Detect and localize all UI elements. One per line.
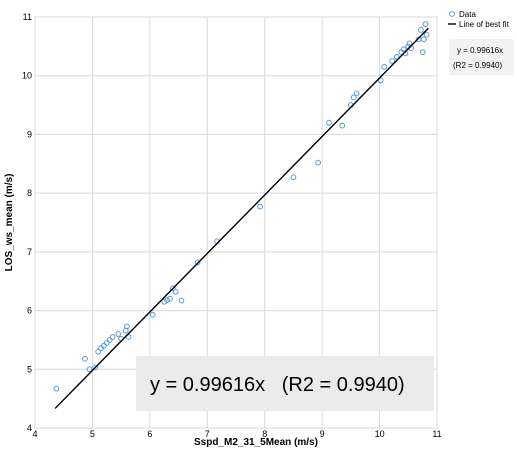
y-tick-label: 11 bbox=[23, 12, 32, 22]
data-point bbox=[123, 323, 130, 330]
data-point bbox=[377, 77, 384, 84]
data-point bbox=[178, 297, 185, 304]
data-point bbox=[290, 174, 297, 181]
x-tick-label: 10 bbox=[375, 429, 385, 439]
data-point bbox=[350, 94, 357, 101]
data-point bbox=[257, 203, 264, 210]
data-point bbox=[419, 49, 426, 56]
data-point bbox=[169, 285, 176, 292]
data-point bbox=[161, 298, 168, 305]
data-point bbox=[106, 337, 113, 343]
best-fit-line bbox=[54, 27, 429, 409]
data-point bbox=[339, 122, 346, 129]
data-point bbox=[115, 331, 122, 337]
legend: Data Line of best fit bbox=[448, 10, 510, 29]
large-equation-box: y = 0.99616x (R2 = 0.9940) bbox=[136, 356, 434, 411]
y-tick-label: 9 bbox=[27, 129, 32, 139]
y-tick-label: 8 bbox=[27, 188, 32, 198]
data-point bbox=[422, 21, 429, 27]
data-point bbox=[420, 36, 427, 43]
data-point bbox=[172, 288, 179, 295]
data-point bbox=[86, 366, 93, 373]
x-tick-label: 7 bbox=[205, 429, 210, 439]
data-point bbox=[418, 27, 424, 33]
data-point bbox=[164, 297, 170, 303]
large-equation-text: y = 0.99616x (R2 = 0.9940) bbox=[150, 374, 405, 396]
legend-data-label: Data bbox=[459, 10, 476, 19]
x-axis-ticks: 4 5 6 7 8 9 10 11 bbox=[32, 429, 441, 439]
data-point bbox=[167, 295, 173, 302]
data-point bbox=[326, 119, 332, 126]
x-tick-label: 4 bbox=[32, 429, 37, 439]
data-point bbox=[194, 259, 201, 266]
x-tick-label: 8 bbox=[262, 429, 267, 439]
data-point bbox=[423, 31, 430, 38]
data-point bbox=[381, 64, 388, 70]
data-point bbox=[95, 348, 102, 355]
x-axis-title: Sspd_M2_31_5Mean (m/s) bbox=[194, 437, 318, 448]
data-point bbox=[389, 58, 396, 64]
data-point bbox=[109, 334, 116, 340]
data-point bbox=[315, 159, 322, 166]
data-point bbox=[53, 385, 60, 392]
data-point bbox=[82, 355, 88, 362]
data-point bbox=[92, 364, 99, 371]
legend-data-marker-icon bbox=[449, 11, 455, 17]
data-point bbox=[393, 54, 400, 60]
y-axis-ticks: 4 5 6 7 8 9 10 11 bbox=[22, 12, 32, 433]
x-tick-label: 11 bbox=[432, 429, 441, 439]
small-equation-box: y = 0.99616x (R2 = 0.9940) bbox=[449, 39, 514, 75]
y-tick-label: 6 bbox=[27, 306, 32, 316]
x-tick-label: 5 bbox=[90, 429, 95, 439]
y-tick-label: 5 bbox=[27, 364, 32, 374]
y-tick-label: 7 bbox=[27, 247, 32, 257]
data-point bbox=[149, 311, 156, 318]
y-axis-title: LOS_ws_mean (m/s) bbox=[4, 174, 15, 272]
y-tick-label: 4 bbox=[27, 423, 32, 433]
data-point bbox=[101, 342, 107, 349]
small-equation-line2: (R2 = 0.9940) bbox=[453, 61, 502, 70]
x-tick-label: 9 bbox=[320, 429, 325, 439]
y-tick-label: 10 bbox=[22, 71, 32, 81]
x-tick-label: 6 bbox=[147, 429, 152, 439]
small-equation-line1: y = 0.99616x bbox=[457, 46, 503, 55]
legend-fit-label: Line of best fit bbox=[459, 20, 510, 29]
data-point bbox=[103, 339, 110, 346]
data-point bbox=[353, 90, 360, 97]
